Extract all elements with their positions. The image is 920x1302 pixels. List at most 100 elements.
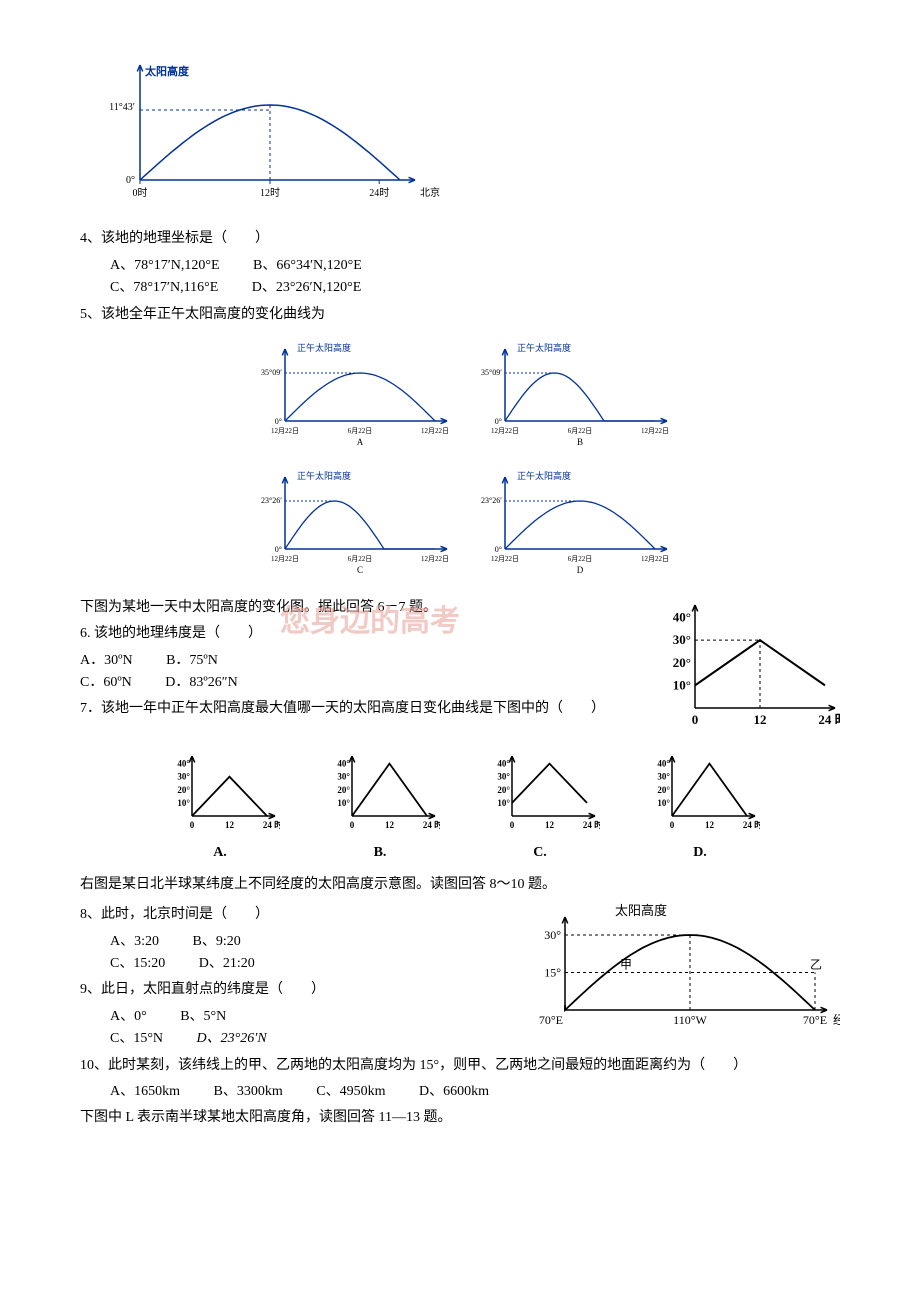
q4-C: C、78°17′N,116°E [110,277,218,299]
fig810-container: 太阳高度30°15°70°E110°W70°E经度甲乙 [520,900,840,1048]
svg-text:12: 12 [385,820,395,830]
svg-text:24 时: 24 时 [263,819,280,830]
svg-text:C: C [357,565,363,574]
q7-charts: 40°30°20°10°01224 时A. 40°30°20°10°01224 … [80,751,840,864]
svg-text:20°: 20° [673,654,691,669]
svg-text:甲: 甲 [620,958,632,972]
svg-text:正午太阳高度: 正午太阳高度 [297,470,351,481]
svg-text:0: 0 [190,820,195,830]
svg-text:12月22日: 12月22日 [641,427,669,435]
svg-text:正午太阳高度: 正午太阳高度 [297,342,351,353]
svg-text:30°: 30° [657,772,670,782]
svg-text:12月22日: 12月22日 [421,427,449,435]
svg-text:12: 12 [754,712,767,727]
q4-A: A、78°17′N,120°E [110,255,220,277]
svg-text:10°: 10° [657,798,670,808]
svg-text:35°09′: 35°09′ [481,368,502,377]
intro1113: 下图中 L 表示南半球某地太阳高度角，读图回答 11—13 题。 [80,1107,840,1129]
intro810: 右图是某日北半球某纬度上不同经度的太阳高度示意图。读图回答 8～10 题。 [80,874,840,896]
q4-D: D、23°26′N,120°E [252,277,362,299]
svg-text:0时: 0时 [133,187,148,199]
svg-text:35°09′: 35°09′ [261,368,282,377]
svg-text:0: 0 [510,820,515,830]
svg-text:A: A [357,437,364,446]
q9-C: C、15°N [110,1028,163,1050]
q7-label-A: A. [160,842,280,864]
svg-text:太阳高度: 太阳高度 [144,64,190,78]
svg-text:20°: 20° [177,785,190,795]
block-810: 8、此时，北京时间是（ ） A、3:20 B、9:20 C、15:20 D、21… [80,900,840,1050]
fig67-svg: 40°30°20°10°01224 时 [650,593,840,733]
q8-A: A、3:20 [110,931,159,953]
q9-A: A、0° [110,1006,147,1028]
svg-text:0: 0 [692,712,699,727]
svg-text:北京时间: 北京时间 [420,186,440,199]
q7-stem: 7．该地一年中正午太阳高度最大值哪一天的太阳高度日变化曲线是下图中的（ ） [80,698,650,720]
svg-text:24 时: 24 时 [583,819,600,830]
q5-stem: 5、该地全年正午太阳高度的变化曲线为 [80,304,840,326]
svg-text:6月22日: 6月22日 [568,427,593,435]
svg-text:D: D [577,565,584,574]
svg-text:12月22日: 12月22日 [491,555,519,563]
svg-text:12: 12 [705,820,715,830]
svg-text:0: 0 [670,820,675,830]
svg-text:6月22日: 6月22日 [348,555,373,563]
svg-text:正午太阳高度: 正午太阳高度 [517,470,571,481]
svg-text:30°: 30° [497,772,510,782]
q4-stem: 4、该地的地理坐标是（ ） [80,228,840,250]
q8-stem: 8、此时，北京时间是（ ） [80,904,520,926]
svg-text:30°: 30° [177,772,190,782]
svg-text:12月22日: 12月22日 [271,555,299,563]
svg-text:乙: 乙 [810,958,822,972]
svg-text:15°: 15° [544,966,561,980]
q8-D: D、21:20 [199,953,255,975]
svg-text:30°: 30° [544,928,561,942]
svg-text:6月22日: 6月22日 [348,427,373,435]
svg-text:12时: 12时 [260,187,280,199]
svg-text:12: 12 [545,820,555,830]
svg-text:23°26′: 23°26′ [481,496,502,505]
q9-stem: 9、此日，太阳直射点的纬度是（ ） [80,979,520,1001]
q10-A: A、1650km [110,1081,180,1103]
fig1-container: 太阳高度11°43′0°0时12时24时北京时间 [80,50,840,218]
fig1-svg: 太阳高度11°43′0°0时12时24时北京时间 [80,50,440,210]
block-67: 下图为某地一天中太阳高度的变化图。据此回答 6－7 题。 6. 该地的地理纬度是… [80,593,840,741]
svg-text:30°: 30° [673,632,691,647]
q10-D: D、6600km [419,1081,489,1103]
svg-text:12月22日: 12月22日 [271,427,299,435]
svg-text:30°: 30° [337,772,350,782]
svg-text:0°: 0° [495,417,502,426]
svg-text:0°: 0° [275,417,282,426]
q9-D: D、23°26′N [197,1028,267,1050]
svg-text:太阳高度: 太阳高度 [615,903,667,918]
svg-text:24 时: 24 时 [423,819,440,830]
svg-text:10°: 10° [177,798,190,808]
svg-text:24时: 24时 [369,187,389,199]
svg-text:40°: 40° [657,759,670,769]
q7-label-D: D. [640,842,760,864]
svg-text:20°: 20° [657,785,670,795]
svg-text:40°: 40° [673,609,691,624]
q7-label-C: C. [480,842,600,864]
q10-stem: 10、此时某刻，该纬线上的甲、乙两地的太阳高度均为 15°，则甲、乙两地之间最短… [80,1055,840,1077]
svg-text:24 时: 24 时 [743,819,760,830]
svg-text:12月22日: 12月22日 [421,555,449,563]
svg-text:0: 0 [350,820,355,830]
svg-text:B: B [577,437,583,446]
svg-text:23°26′: 23°26′ [261,496,282,505]
q6-A: A．30ºN [80,650,133,672]
svg-text:24 时: 24 时 [818,712,840,727]
q7-label-B: B. [320,842,440,864]
q6-D: D．83º26″N [165,672,237,694]
q6-B: B．75ºN [166,650,218,672]
svg-text:12: 12 [225,820,235,830]
svg-text:110°W: 110°W [673,1013,707,1027]
svg-text:经度: 经度 [833,1012,840,1027]
q10-B: B、3300km [214,1081,283,1103]
svg-text:10°: 10° [497,798,510,808]
q8-B: B、9:20 [193,931,241,953]
svg-text:6月22日: 6月22日 [568,555,593,563]
q5-charts: 正午太阳高度35°09′0°12月22日6月22日12月22日A正午太阳高度35… [80,336,840,583]
q9-B: B、5°N [180,1006,226,1028]
q8-C: C、15:20 [110,953,165,975]
